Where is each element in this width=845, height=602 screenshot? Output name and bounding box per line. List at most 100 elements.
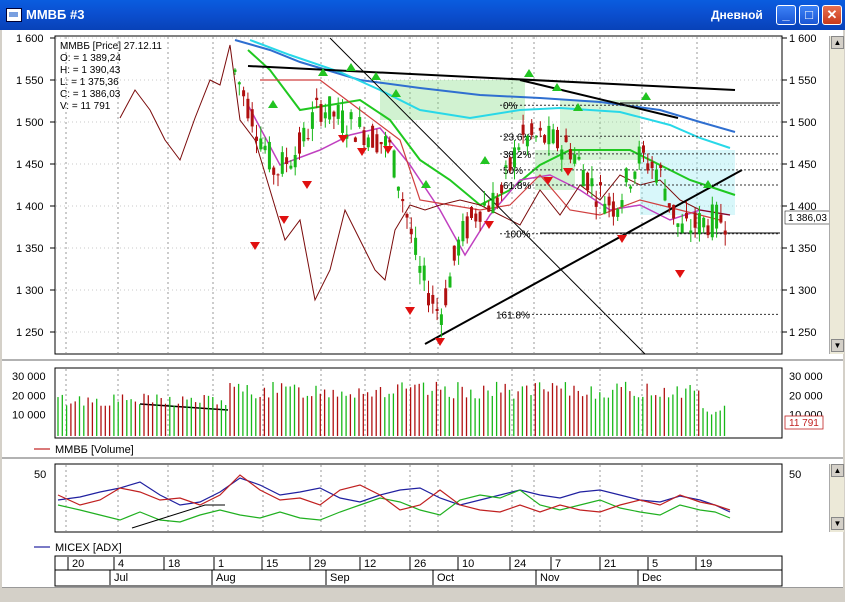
candle-body bbox=[611, 201, 615, 217]
price-legend-line: V: = 11 791 bbox=[60, 101, 111, 112]
candle-body bbox=[547, 125, 551, 145]
fibonacci-levels[interactable]: 0% 23.6% 38.2% 50% 61.8% 100% 161.8% bbox=[496, 101, 780, 321]
title-bar: ММВБ #3 Дневной _ □ ✕ bbox=[0, 0, 845, 30]
candle-body bbox=[723, 230, 727, 235]
dmi-minus-line bbox=[57, 474, 731, 513]
day-label: 21 bbox=[604, 558, 616, 570]
close-button[interactable]: ✕ bbox=[822, 5, 842, 25]
price-axis-right: 1 600 1 550 1 500 1 450 1 400 1 350 1 300 1 250 bbox=[782, 33, 817, 339]
candle-body bbox=[577, 156, 581, 160]
candle-body bbox=[272, 167, 276, 175]
price-tick-label-right: 1 550 bbox=[789, 75, 817, 87]
candle-body bbox=[599, 182, 602, 186]
price-tick-label-left: 1 400 bbox=[16, 201, 44, 213]
candle-body bbox=[642, 145, 645, 153]
maximize-button[interactable]: □ bbox=[799, 5, 819, 25]
candle-body bbox=[633, 171, 637, 179]
scroll-up-icon[interactable]: ▲ bbox=[831, 464, 844, 477]
minimize-button[interactable]: _ bbox=[776, 5, 796, 25]
volume-tick-label-left: 20 000 bbox=[12, 390, 46, 402]
adx-line bbox=[57, 477, 731, 513]
buy-signal-marker bbox=[346, 63, 356, 71]
candle-body bbox=[371, 125, 375, 148]
candle-body bbox=[250, 109, 254, 127]
candle-body bbox=[448, 276, 452, 288]
candle-body bbox=[504, 165, 508, 168]
candle-body bbox=[543, 135, 547, 143]
candle-body bbox=[439, 314, 443, 325]
candle-body bbox=[538, 127, 542, 131]
adx-tick-label-left: 50 bbox=[34, 469, 46, 481]
candle-body bbox=[654, 169, 658, 183]
volume-panel[interactable] bbox=[54, 367, 783, 439]
candle-body bbox=[461, 221, 465, 242]
sell-signal-marker bbox=[617, 235, 627, 243]
candle-body bbox=[487, 205, 491, 212]
sell-signal-marker bbox=[563, 168, 573, 176]
resistance-trendline-short[interactable] bbox=[519, 79, 679, 119]
volume-legend: ММВБ [Volume] bbox=[55, 444, 134, 456]
day-label: 5 bbox=[652, 558, 658, 570]
envelope-red-line bbox=[260, 79, 721, 221]
candle-body bbox=[556, 129, 559, 149]
month-label: Jul bbox=[114, 572, 128, 584]
scroll-up-icon[interactable]: ▲ bbox=[831, 36, 844, 49]
candle-body bbox=[568, 149, 572, 160]
month-label: Sep bbox=[330, 572, 350, 584]
fib-level-label: 100% bbox=[505, 230, 531, 241]
sell-signal-marker bbox=[279, 216, 289, 224]
candle-body bbox=[594, 201, 598, 207]
candle-body bbox=[624, 168, 628, 183]
adx-tick-label-right: 50 bbox=[789, 469, 801, 481]
price-tick-label-right: 1 450 bbox=[789, 159, 817, 171]
candle-body bbox=[715, 204, 719, 229]
price-axis-left: 1 600 1 550 1 500 1 450 1 400 1 350 1 300 1 250 bbox=[16, 33, 55, 339]
dmi-plus-line bbox=[57, 489, 731, 523]
price-legend-line: O: = 1 389,24 bbox=[60, 53, 121, 64]
candle-body bbox=[478, 211, 482, 222]
candle-body bbox=[285, 157, 289, 165]
buy-signal-marker bbox=[641, 92, 651, 100]
candle-body bbox=[586, 172, 590, 191]
close-icon: ✕ bbox=[826, 7, 838, 22]
candle-body bbox=[310, 112, 314, 129]
sell-signal-marker bbox=[250, 242, 260, 250]
candle-body bbox=[409, 228, 413, 235]
candle-body bbox=[500, 185, 504, 194]
scroll-down-icon[interactable]: ▼ bbox=[831, 339, 844, 352]
candle-body bbox=[422, 265, 426, 281]
candle-body bbox=[672, 204, 676, 219]
scroll-down-icon[interactable]: ▼ bbox=[831, 517, 844, 530]
price-tick-label-left: 1 300 bbox=[16, 285, 44, 297]
sell-signal-marker bbox=[675, 270, 685, 278]
candle-body bbox=[255, 136, 258, 141]
chart-window-icon bbox=[6, 8, 22, 22]
volume-tick-label-left: 10 000 bbox=[12, 410, 46, 422]
price-legend-line: L: = 1 375,36 bbox=[60, 77, 119, 88]
period-label[interactable]: Дневной bbox=[711, 8, 763, 22]
diagonal-trendline[interactable] bbox=[329, 37, 646, 355]
ma-blue-line bbox=[234, 39, 736, 133]
candle-body bbox=[710, 204, 714, 238]
fib-level-label: 0% bbox=[503, 101, 518, 112]
candle-body bbox=[525, 135, 529, 147]
sell-signal-marker bbox=[338, 135, 348, 143]
resistance-trendline[interactable] bbox=[247, 65, 736, 91]
candle-body bbox=[315, 97, 319, 101]
day-label: 15 bbox=[266, 558, 278, 570]
candle-body bbox=[603, 203, 607, 214]
candle-body bbox=[276, 174, 280, 176]
candle-body bbox=[508, 157, 512, 171]
price-tick-label-right: 1 600 bbox=[789, 33, 817, 45]
candle-body bbox=[396, 186, 400, 191]
sell-signal-marker bbox=[484, 221, 494, 229]
adx-scrollbar[interactable]: ▲ ▼ bbox=[829, 464, 844, 532]
time-axis-labels: 20 4 18 1 15 29 12 26 10 24 7 21 5 19 Jul Aug Sep Oct Nov D… bbox=[67, 557, 712, 585]
adx-trendline[interactable] bbox=[131, 504, 225, 529]
price-tick-label-right: 1 500 bbox=[789, 117, 817, 129]
price-scrollbar[interactable]: ▲ ▼ bbox=[829, 36, 844, 354]
support-trendline[interactable] bbox=[424, 169, 743, 345]
candle-body bbox=[697, 213, 701, 235]
buy-signal-marker bbox=[371, 72, 381, 80]
